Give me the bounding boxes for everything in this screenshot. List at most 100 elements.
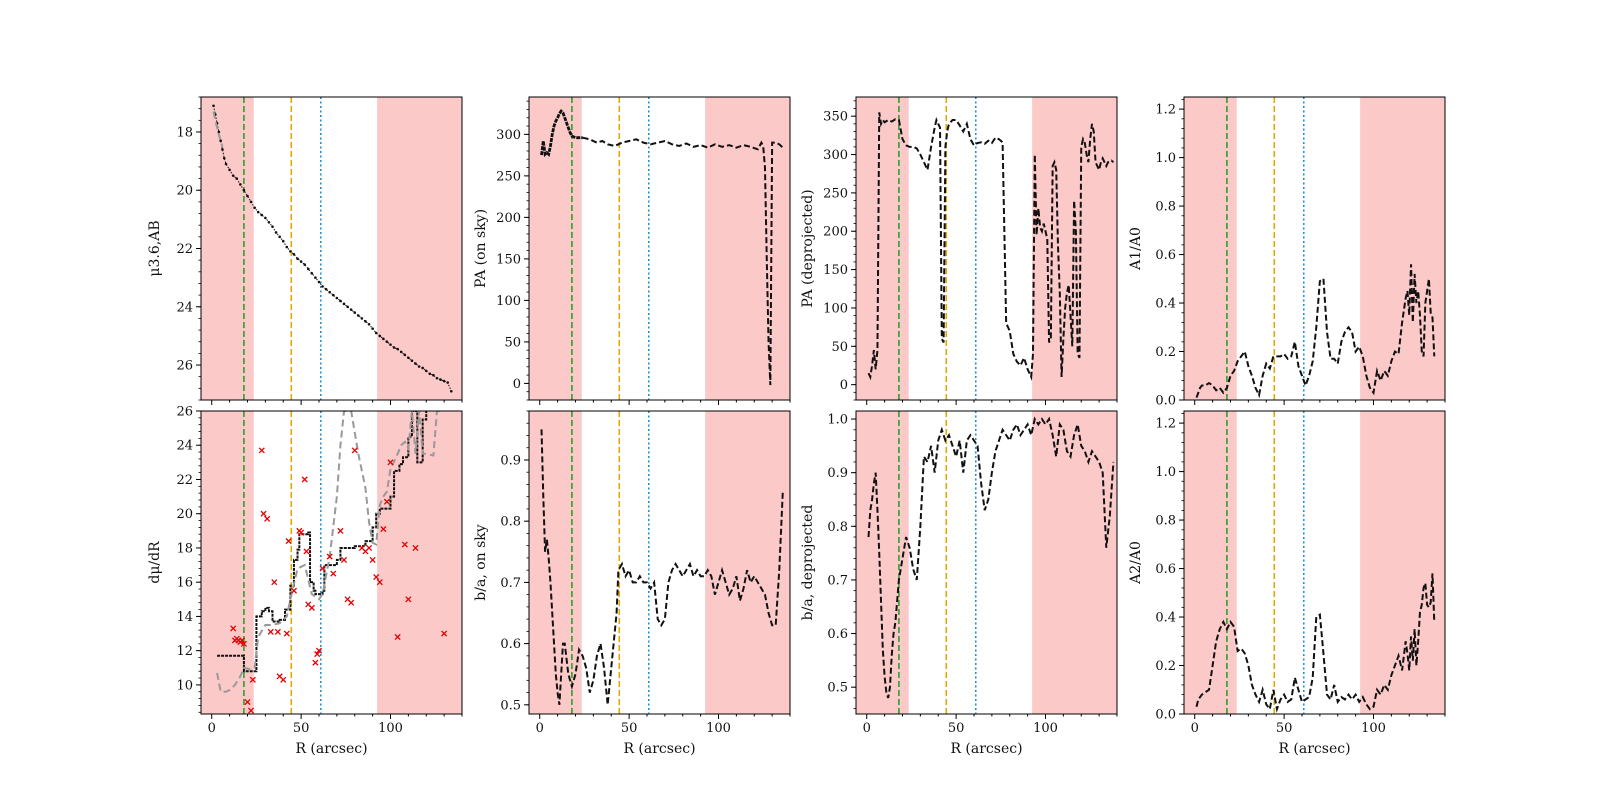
data-marker xyxy=(290,587,298,594)
data-point xyxy=(421,366,424,370)
x-tick-label: 100 xyxy=(378,721,403,736)
data-point xyxy=(278,235,281,239)
y-tick-label: 50 xyxy=(831,340,848,355)
y-tick-label: 0.4 xyxy=(1155,297,1176,312)
data-marker xyxy=(283,630,290,637)
y-tick-label: 0.8 xyxy=(827,520,848,535)
data-point xyxy=(224,162,228,166)
data-point xyxy=(392,346,396,349)
data-point xyxy=(219,139,222,143)
data-marker xyxy=(369,556,376,563)
data-marker xyxy=(348,599,355,606)
plot-area xyxy=(1184,411,1445,714)
plot-area xyxy=(529,411,790,714)
y-tick-label: 0.5 xyxy=(827,681,848,696)
y-tick-label: 24 xyxy=(176,439,193,454)
y-tick-label: 0.8 xyxy=(1155,200,1176,215)
data-point xyxy=(285,245,289,249)
x-tick-label: 0 xyxy=(863,721,871,736)
data-point xyxy=(292,253,296,256)
plot-area xyxy=(856,97,1117,400)
shaded-region xyxy=(1184,411,1237,714)
shaded-region xyxy=(1032,411,1117,714)
data-marker xyxy=(249,676,256,683)
x-axis-label: R (arcsec) xyxy=(623,741,695,757)
x-tick-label: 100 xyxy=(706,721,731,736)
series-line xyxy=(540,429,784,705)
shaded-region xyxy=(529,411,582,714)
profile-line xyxy=(213,105,452,392)
y-tick-label: 100 xyxy=(496,294,521,309)
x-tick-label: 100 xyxy=(1361,721,1386,736)
data-marker xyxy=(298,529,305,536)
data-marker xyxy=(330,570,337,577)
plot-area xyxy=(856,411,1117,714)
y-tick-label: 300 xyxy=(823,148,848,163)
shaded-region xyxy=(201,411,254,714)
y-tick-label: 1.0 xyxy=(1155,151,1176,166)
y-tick-label: 150 xyxy=(496,252,521,267)
data-point xyxy=(222,156,226,160)
y-tick-label: 0.7 xyxy=(827,573,848,588)
data-marker xyxy=(383,498,390,505)
data-point xyxy=(339,299,342,303)
data-marker xyxy=(314,651,321,658)
data-point xyxy=(442,379,446,383)
data-marker xyxy=(230,625,237,632)
shaded-region xyxy=(856,97,909,400)
x-tick-label: 0 xyxy=(208,721,216,736)
y-tick-label: 22 xyxy=(176,473,193,488)
data-marker xyxy=(351,447,358,454)
panel-1: 18 20 22 24 26 μ3.6,AB xyxy=(147,96,463,405)
data-point xyxy=(428,372,432,376)
data-point xyxy=(253,206,256,210)
data-point xyxy=(449,389,453,393)
y-tick-label: 50 xyxy=(504,335,521,350)
data-marker xyxy=(315,647,323,654)
y-tick-label: 14 xyxy=(176,610,193,625)
series-line xyxy=(540,109,583,158)
panel-7: 0 50 100 0.5 0.6 0.7 0.8 0.9 1.0 R (arcsec) b/a, d… xyxy=(800,410,1118,757)
y-axis-label: PA (deprojected) xyxy=(800,189,816,307)
data-point xyxy=(289,250,292,253)
axes-frame xyxy=(855,410,1118,715)
data-point xyxy=(306,267,310,271)
y-tick-label: 0 xyxy=(840,378,848,393)
y-tick-label: 1.0 xyxy=(827,413,848,428)
y-tick-label: 0.6 xyxy=(500,637,521,652)
y-tick-label: 0.7 xyxy=(500,576,521,591)
y-tick-label: 250 xyxy=(823,186,848,201)
shaded-region xyxy=(1184,97,1237,400)
data-point xyxy=(349,308,353,311)
data-point xyxy=(414,362,417,365)
data-point xyxy=(439,378,442,381)
data-point xyxy=(246,194,249,198)
x-axis-label: R (arcsec) xyxy=(1278,741,1350,757)
y-tick-label: 26 xyxy=(176,405,193,420)
data-marker xyxy=(301,476,308,483)
y-tick-label: 0.2 xyxy=(1155,345,1176,360)
data-marker xyxy=(247,707,255,714)
data-point xyxy=(342,302,346,306)
y-tick-label: 0.9 xyxy=(827,466,848,481)
data-marker xyxy=(337,527,344,534)
data-marker xyxy=(394,633,401,641)
data-point xyxy=(396,347,399,351)
data-point xyxy=(385,340,389,344)
y-tick-label: 0 xyxy=(513,377,521,392)
y-tick-label: 0.9 xyxy=(500,453,521,468)
panel-2: 0 50 100 150 200 250 300 PA (on sky) xyxy=(473,96,791,405)
y-axis-label: μ3.6,AB xyxy=(147,220,163,276)
y-tick-label: 0.8 xyxy=(500,515,521,530)
y-tick-label: 100 xyxy=(823,301,848,316)
y-tick-label: 0.6 xyxy=(827,627,848,642)
y-tick-label: 1.2 xyxy=(1155,417,1176,432)
y-tick-label: 350 xyxy=(823,110,848,125)
axes-frame xyxy=(200,410,463,715)
x-tick-label: 100 xyxy=(1033,721,1058,736)
y-tick-label: 150 xyxy=(823,263,848,278)
y-tick-label: 0.6 xyxy=(1155,562,1176,577)
data-point xyxy=(432,373,435,377)
y-tick-label: 200 xyxy=(496,211,521,226)
